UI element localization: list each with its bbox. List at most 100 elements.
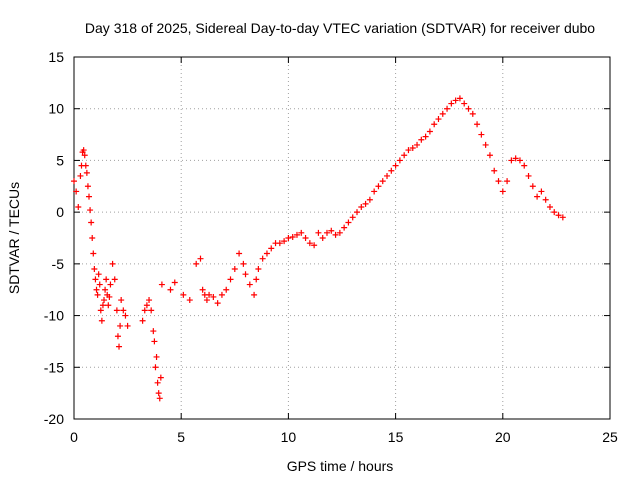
data-point	[102, 286, 109, 293]
data-point	[143, 302, 150, 309]
data-point	[323, 229, 330, 236]
data-point	[431, 121, 438, 128]
data-point	[306, 240, 313, 247]
data-point	[210, 293, 217, 300]
x-axis-label: GPS time / hours	[287, 458, 394, 474]
data-point	[206, 291, 213, 298]
data-point	[199, 286, 206, 293]
data-point	[371, 188, 378, 195]
y-axis-label: SDTVAR / TECUs	[6, 182, 22, 294]
data-point	[396, 157, 403, 164]
data-point	[218, 291, 225, 298]
data-point	[82, 162, 89, 169]
data-point	[302, 235, 309, 241]
plot-frame	[73, 56, 611, 420]
data-point	[153, 353, 160, 360]
data-point	[92, 276, 99, 283]
data-point	[116, 343, 123, 350]
data-points	[71, 95, 566, 402]
data-point	[88, 219, 95, 226]
data-point	[90, 250, 97, 257]
data-point	[231, 266, 238, 273]
data-point	[109, 260, 116, 267]
chart-title: Day 318 of 2025, Sidereal Day-to-day VTE…	[85, 20, 595, 36]
data-point	[99, 302, 106, 309]
data-point	[422, 133, 429, 140]
data-point	[289, 233, 296, 240]
data-point	[405, 147, 412, 154]
data-point	[73, 188, 80, 195]
data-point	[111, 276, 118, 283]
data-point	[180, 291, 187, 298]
data-point	[409, 145, 416, 152]
data-point	[157, 374, 164, 381]
data-point	[551, 209, 558, 216]
data-point	[448, 100, 455, 107]
data-point	[392, 162, 399, 169]
data-point	[246, 281, 253, 288]
data-point	[341, 224, 348, 231]
data-point	[150, 328, 157, 335]
data-point	[469, 110, 476, 117]
data-point	[414, 141, 421, 148]
data-point	[559, 214, 566, 221]
data-point	[268, 245, 275, 252]
data-point	[146, 297, 153, 304]
data-point	[77, 172, 84, 179]
data-point	[80, 147, 87, 154]
y-tick-label: -10	[44, 308, 64, 324]
x-tick-label: 20	[495, 429, 511, 445]
data-point	[118, 297, 125, 304]
data-point	[281, 238, 288, 245]
data-point	[426, 128, 433, 135]
y-tick-label: 10	[48, 101, 64, 117]
data-point	[542, 196, 549, 203]
data-point	[482, 141, 489, 148]
data-point	[366, 196, 373, 203]
data-point	[95, 271, 102, 278]
x-tick-label: 10	[281, 429, 297, 445]
data-point	[379, 178, 386, 185]
data-point	[223, 286, 230, 293]
data-point	[401, 152, 408, 159]
data-point	[525, 172, 532, 179]
data-point	[311, 242, 318, 249]
data-point	[362, 200, 369, 207]
data-point	[336, 229, 343, 236]
data-point	[117, 322, 124, 329]
data-point	[375, 183, 382, 190]
data-point	[148, 307, 155, 314]
data-point	[461, 100, 468, 107]
y-tick-label: -15	[44, 359, 64, 375]
data-point	[97, 307, 104, 314]
data-point	[86, 193, 93, 200]
data-point	[122, 312, 129, 319]
data-point	[298, 229, 305, 236]
data-point	[486, 152, 493, 159]
data-point	[152, 364, 159, 371]
x-tick-label: 0	[70, 429, 78, 445]
data-point	[521, 162, 528, 169]
data-point	[534, 193, 541, 200]
y-tick-label: 15	[48, 49, 64, 65]
data-point	[388, 167, 395, 174]
data-point	[444, 105, 451, 112]
x-tick-label: 15	[388, 429, 404, 445]
data-point	[529, 183, 536, 190]
data-point	[319, 235, 326, 241]
data-point	[435, 116, 442, 123]
data-point	[499, 188, 506, 195]
data-point	[91, 266, 98, 273]
data-point	[253, 276, 260, 283]
data-point	[89, 235, 96, 241]
data-point	[113, 307, 120, 314]
data-point	[81, 152, 88, 159]
data-point	[154, 379, 161, 386]
data-point	[105, 302, 112, 309]
data-point	[474, 121, 481, 128]
x-axis: 0 5 10 15 20 25	[70, 57, 618, 445]
grid	[74, 57, 610, 419]
data-point	[227, 276, 234, 283]
data-point	[101, 297, 108, 304]
